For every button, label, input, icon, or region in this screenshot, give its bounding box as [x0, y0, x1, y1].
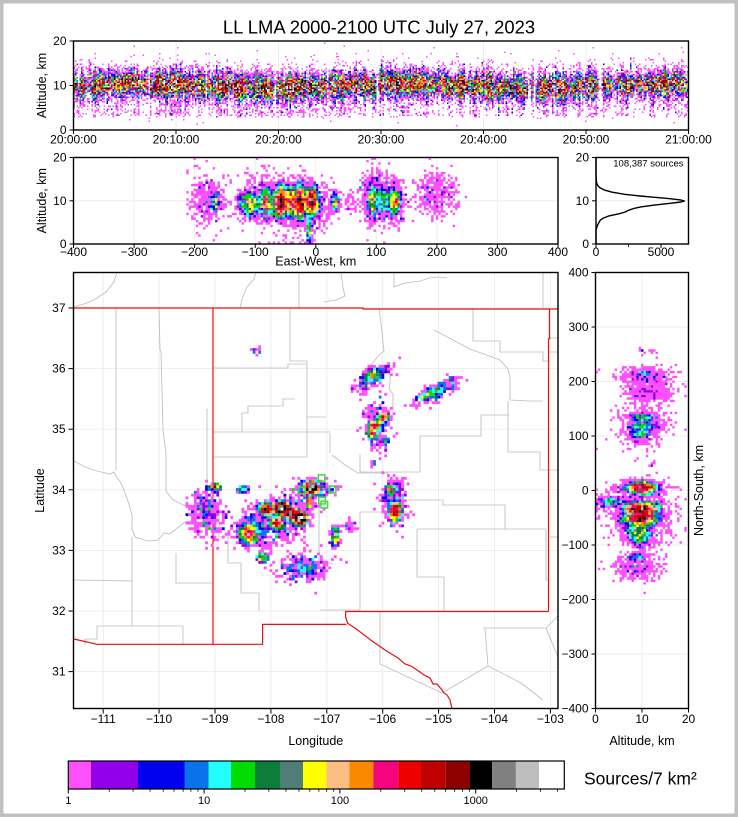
svg-text:1000: 1000 [463, 795, 487, 807]
svg-text:Altitude, km: Altitude, km [35, 53, 49, 118]
svg-text:Latitude: Latitude [33, 468, 47, 513]
svg-text:0: 0 [592, 712, 599, 726]
svg-text:−200: −200 [181, 245, 208, 259]
svg-text:North-South, km: North-South, km [692, 445, 706, 536]
svg-text:−400: −400 [60, 245, 87, 259]
svg-text:−400: −400 [561, 702, 588, 716]
svg-text:20: 20 [576, 151, 590, 165]
svg-text:0: 0 [582, 484, 589, 498]
svg-text:LL LMA 2000-2100 UTC July 27,: LL LMA 2000-2100 UTC July 27, 2023 [223, 17, 535, 38]
svg-text:400: 400 [568, 266, 588, 280]
svg-text:108,387 sources: 108,387 sources [613, 159, 683, 170]
svg-text:Altitude, km: Altitude, km [35, 168, 49, 233]
svg-text:0: 0 [60, 123, 67, 137]
svg-text:37: 37 [52, 301, 66, 315]
svg-text:20:50:00: 20:50:00 [563, 133, 610, 147]
svg-text:−107: −107 [313, 712, 340, 726]
svg-text:34: 34 [52, 483, 66, 497]
svg-text:10: 10 [198, 795, 210, 807]
svg-text:20: 20 [53, 151, 67, 165]
svg-text:20: 20 [53, 34, 67, 48]
svg-text:−100: −100 [561, 538, 588, 552]
svg-text:−300: −300 [561, 647, 588, 661]
svg-text:−111: −111 [91, 712, 117, 726]
svg-text:−100: −100 [242, 245, 269, 259]
svg-text:21:00:00: 21:00:00 [665, 133, 712, 147]
svg-text:20: 20 [682, 712, 696, 726]
svg-text:10: 10 [635, 712, 649, 726]
svg-text:5000: 5000 [648, 245, 675, 259]
svg-text:20:40:00: 20:40:00 [460, 133, 507, 147]
svg-text:200: 200 [568, 375, 588, 389]
svg-text:Sources/7 km²: Sources/7 km² [584, 769, 697, 789]
svg-text:−108: −108 [257, 712, 284, 726]
svg-text:0: 0 [312, 245, 319, 259]
svg-text:35: 35 [52, 422, 66, 436]
svg-text:−104: −104 [481, 712, 508, 726]
svg-text:20:00:00: 20:00:00 [50, 133, 97, 147]
svg-text:20:30:00: 20:30:00 [358, 133, 405, 147]
svg-text:36: 36 [52, 362, 66, 376]
svg-text:−110: −110 [146, 712, 172, 726]
svg-text:100: 100 [366, 245, 386, 259]
svg-text:200: 200 [427, 245, 447, 259]
svg-text:0: 0 [582, 237, 589, 251]
svg-text:10: 10 [53, 194, 67, 208]
svg-text:300: 300 [568, 320, 588, 334]
svg-text:−300: −300 [121, 245, 148, 259]
svg-text:Altitude, km: Altitude, km [609, 734, 674, 748]
svg-text:Longitude: Longitude [288, 734, 343, 748]
svg-text:100: 100 [331, 795, 349, 807]
svg-text:400: 400 [548, 245, 568, 259]
svg-text:33: 33 [52, 543, 66, 557]
svg-text:10: 10 [53, 79, 67, 93]
svg-text:−106: −106 [369, 712, 396, 726]
svg-text:10: 10 [576, 194, 590, 208]
svg-text:300: 300 [487, 245, 507, 259]
svg-text:32: 32 [52, 604, 66, 618]
svg-text:−103: −103 [537, 712, 564, 726]
svg-text:100: 100 [568, 429, 588, 443]
svg-text:1: 1 [65, 795, 71, 807]
svg-text:−105: −105 [425, 712, 452, 726]
svg-text:0: 0 [593, 245, 600, 259]
svg-text:0: 0 [60, 237, 67, 251]
svg-text:East-West, km: East-West, km [275, 255, 356, 269]
svg-text:−200: −200 [561, 593, 588, 607]
svg-text:20:20:00: 20:20:00 [255, 133, 302, 147]
svg-text:−109: −109 [201, 712, 228, 726]
svg-text:20:10:00: 20:10:00 [153, 133, 200, 147]
svg-text:31: 31 [52, 665, 66, 679]
